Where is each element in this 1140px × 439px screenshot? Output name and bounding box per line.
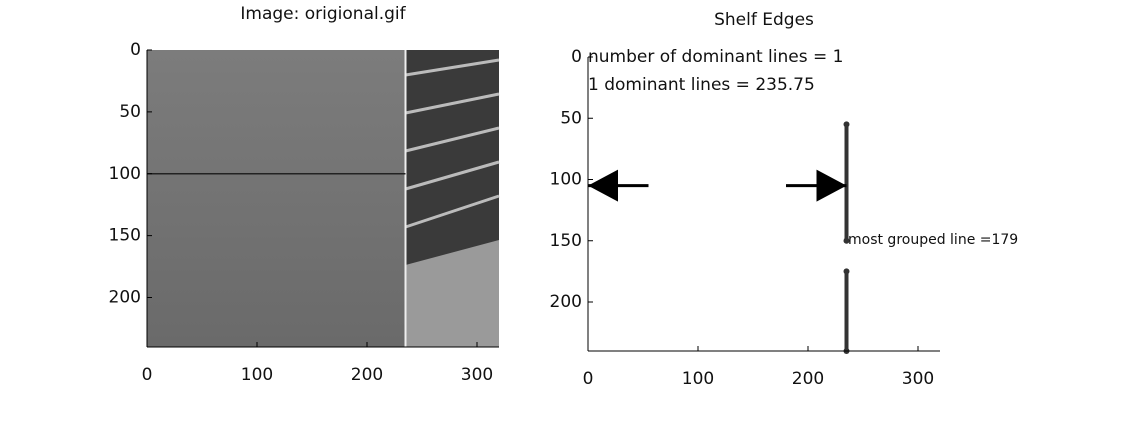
annotation: 1 dominant lines = 235.75 [588,75,815,95]
x-tick-label: 300 [461,365,493,385]
arrow-head [817,170,847,202]
image-left [147,50,406,347]
y-tick-label: 150 [550,231,582,251]
y-tick-label: 200 [109,288,141,308]
annotation: most grouped line =179 [848,232,1018,248]
x-tick-label: 200 [351,365,383,385]
x-tick-label: 100 [241,365,273,385]
x-tick-label: 200 [792,369,824,389]
chart-title: Shelf Edges [714,10,814,30]
x-tick-label: 0 [142,365,153,385]
chart-title: Image: origional.gif [240,4,406,24]
y-tick-label: 100 [550,170,582,190]
figure: Image: origional.gif 0 50 100 150 200 0 100 200 3… [0,0,1140,435]
arrow-head [588,170,618,202]
y-tick-label: 200 [550,292,582,312]
x-tick-label: 100 [682,369,714,389]
edge-point [844,268,850,274]
x-tick-label: 300 [902,369,934,389]
y-tick-label: 0 [571,47,582,67]
y-tick-label: 50 [119,102,141,122]
y-tick-label: 50 [560,108,582,128]
y-tick-label: 100 [109,164,141,184]
x-tick-label: 0 [583,369,594,389]
y-tick-label: 0 [130,40,141,60]
annotation: number of dominant lines = 1 [588,47,843,67]
y-tick-label: 150 [109,226,141,246]
edge-point [844,121,850,127]
